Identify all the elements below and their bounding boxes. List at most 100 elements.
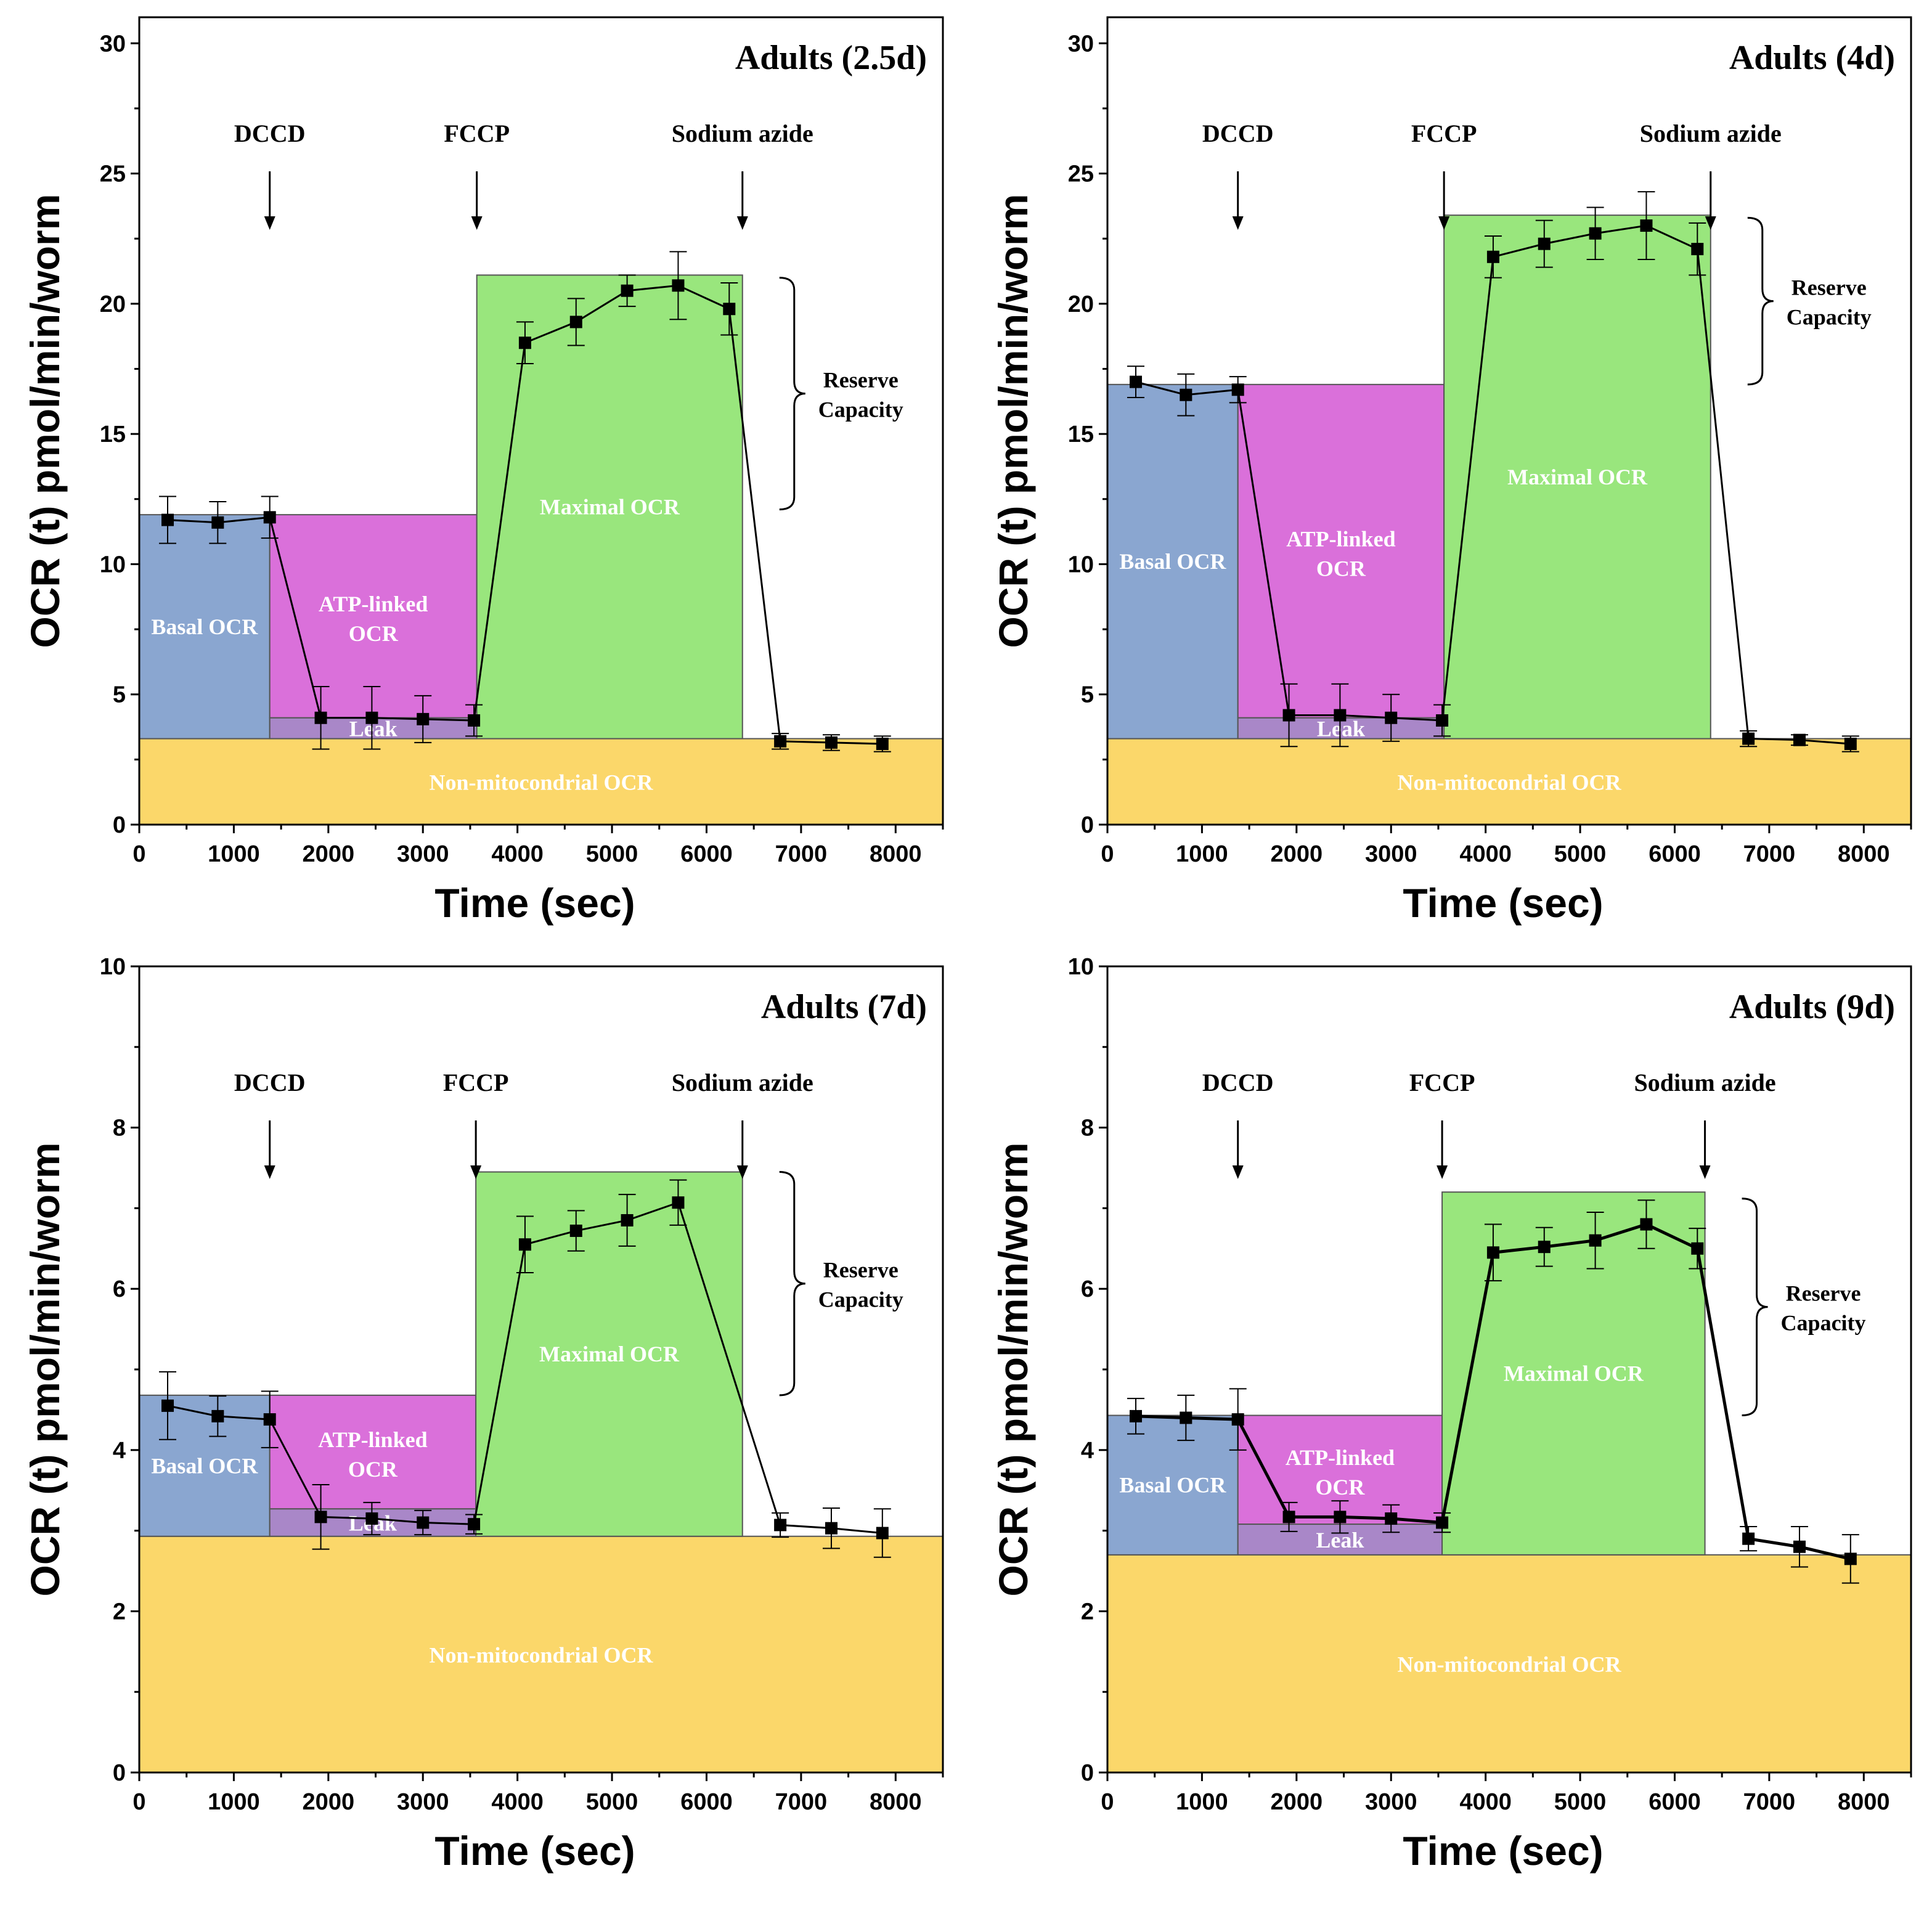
data-point — [161, 513, 174, 526]
data-point — [569, 316, 582, 328]
data-point — [1436, 1516, 1449, 1529]
maximal-ocr-label: Maximal OCR — [1504, 1361, 1644, 1386]
injection-label-3: Sodium azide — [1640, 120, 1782, 147]
reserve-brace — [1747, 216, 1774, 386]
x-tick-label: 5000 — [1554, 1789, 1607, 1815]
atp-linked-region — [1237, 383, 1445, 719]
nonmito-region — [139, 738, 944, 825]
capacity-label: Capacity — [818, 398, 903, 422]
data-point — [1691, 243, 1704, 256]
basal-region — [1107, 383, 1239, 740]
non-mitochondrial-label: Non-mitocondrial OCR — [430, 1642, 654, 1667]
x-tick-label: 2000 — [303, 1789, 355, 1815]
data-point — [1691, 1242, 1704, 1255]
injection-label-3: Sodium azide — [672, 120, 813, 147]
capacity-label: Capacity — [818, 1287, 903, 1312]
arrow-head — [1437, 1165, 1448, 1179]
maximal-ocr-label: Maximal OCR — [539, 1342, 680, 1366]
arrow-head — [1705, 216, 1716, 230]
data-point — [1180, 1411, 1192, 1424]
data-point — [1640, 1218, 1653, 1231]
y-tick-label: 0 — [1081, 1760, 1094, 1786]
nonmito-region — [139, 1535, 944, 1774]
x-tick-label: 6000 — [680, 841, 733, 867]
y-tick-label: 10 — [1068, 954, 1094, 980]
atp-linked-region — [269, 514, 478, 719]
basal-ocr-label: Basal OCR — [1119, 549, 1226, 574]
x-tick-label: 7000 — [775, 1789, 828, 1815]
x-tick-label: 7000 — [775, 841, 828, 867]
data-point — [1589, 1234, 1602, 1247]
data-point — [1742, 732, 1755, 745]
y-tick-label: 0 — [113, 1760, 126, 1786]
data-point — [417, 712, 430, 725]
reserve-label: Reserve — [1791, 275, 1867, 300]
atp-linked-label: ATP-linked — [318, 1427, 427, 1452]
data-point — [1742, 1532, 1755, 1545]
reserve-brace — [1742, 1197, 1768, 1417]
y-tick-label: 15 — [1068, 422, 1094, 447]
y-tick-label: 20 — [100, 292, 126, 317]
y-tick-label: 15 — [100, 422, 126, 447]
x-tick-label: 5000 — [586, 1789, 638, 1815]
data-point — [211, 516, 224, 529]
y-tick-label: 25 — [100, 161, 126, 187]
maximal-region — [1441, 1191, 1706, 1556]
y-tick-label: 5 — [113, 682, 126, 708]
basal-ocr-label: Basal OCR — [151, 614, 258, 639]
maximal-region — [476, 274, 743, 740]
x-tick-label: 8000 — [870, 1789, 922, 1815]
data-point — [1231, 383, 1244, 396]
plot-frame — [1106, 16, 1912, 826]
reserve-label: Reserve — [1786, 1281, 1861, 1306]
data-point — [1589, 227, 1602, 240]
x-tick-label: 4000 — [1459, 1789, 1512, 1815]
capacity-label: Capacity — [1781, 1311, 1866, 1336]
x-tick-label: 8000 — [1838, 1789, 1890, 1815]
data-point — [621, 1214, 634, 1227]
data-point — [1334, 1511, 1347, 1524]
x-tick-label: 7000 — [1743, 1789, 1796, 1815]
data-point — [1436, 714, 1449, 727]
atp-linked-label: ATP-linked — [1286, 526, 1395, 551]
data-point — [1793, 1540, 1806, 1553]
data-point — [723, 303, 736, 316]
arrow-head — [736, 1165, 748, 1179]
data-point — [1486, 250, 1499, 263]
data-point — [263, 1413, 276, 1426]
y-tick-label: 30 — [1068, 31, 1094, 57]
data-point — [774, 735, 787, 748]
x-tick-label: 6000 — [1649, 1789, 1701, 1815]
injection-label-2: FCCP — [444, 120, 510, 147]
y-tick-label: 6 — [1081, 1276, 1094, 1302]
data-point — [672, 279, 685, 292]
data-point — [876, 1527, 889, 1540]
y-tick-label: 30 — [100, 31, 126, 57]
data-point — [1385, 1512, 1398, 1525]
basal-ocr-label: Basal OCR — [151, 1453, 258, 1478]
injection-label-2: FCCP — [1409, 1069, 1475, 1096]
x-axis-title: Time (sec) — [434, 1828, 635, 1874]
data-point — [1130, 375, 1143, 388]
ocr-series-line — [167, 1201, 882, 1535]
data-point — [1282, 1511, 1295, 1524]
arrow-head — [1232, 1165, 1244, 1179]
injection-label-1: DCCD — [1202, 120, 1274, 147]
arrow-head — [1232, 216, 1244, 230]
basal-ocr-label: Basal OCR — [1119, 1473, 1226, 1498]
non-mitochondrial-label: Non-mitocondrial OCR — [430, 770, 654, 794]
injection-label-3: Sodium azide — [672, 1069, 813, 1096]
reserve-brace — [779, 1171, 805, 1397]
data-point — [1385, 711, 1398, 724]
data-point — [825, 1522, 838, 1535]
panel-title: Adults (2.5d) — [735, 39, 927, 77]
x-tick-label: 1000 — [208, 1789, 260, 1815]
y-tick-label: 0 — [1081, 812, 1094, 838]
y-tick-label: 25 — [1068, 161, 1094, 187]
data-point — [314, 1511, 327, 1524]
data-point — [621, 284, 634, 297]
